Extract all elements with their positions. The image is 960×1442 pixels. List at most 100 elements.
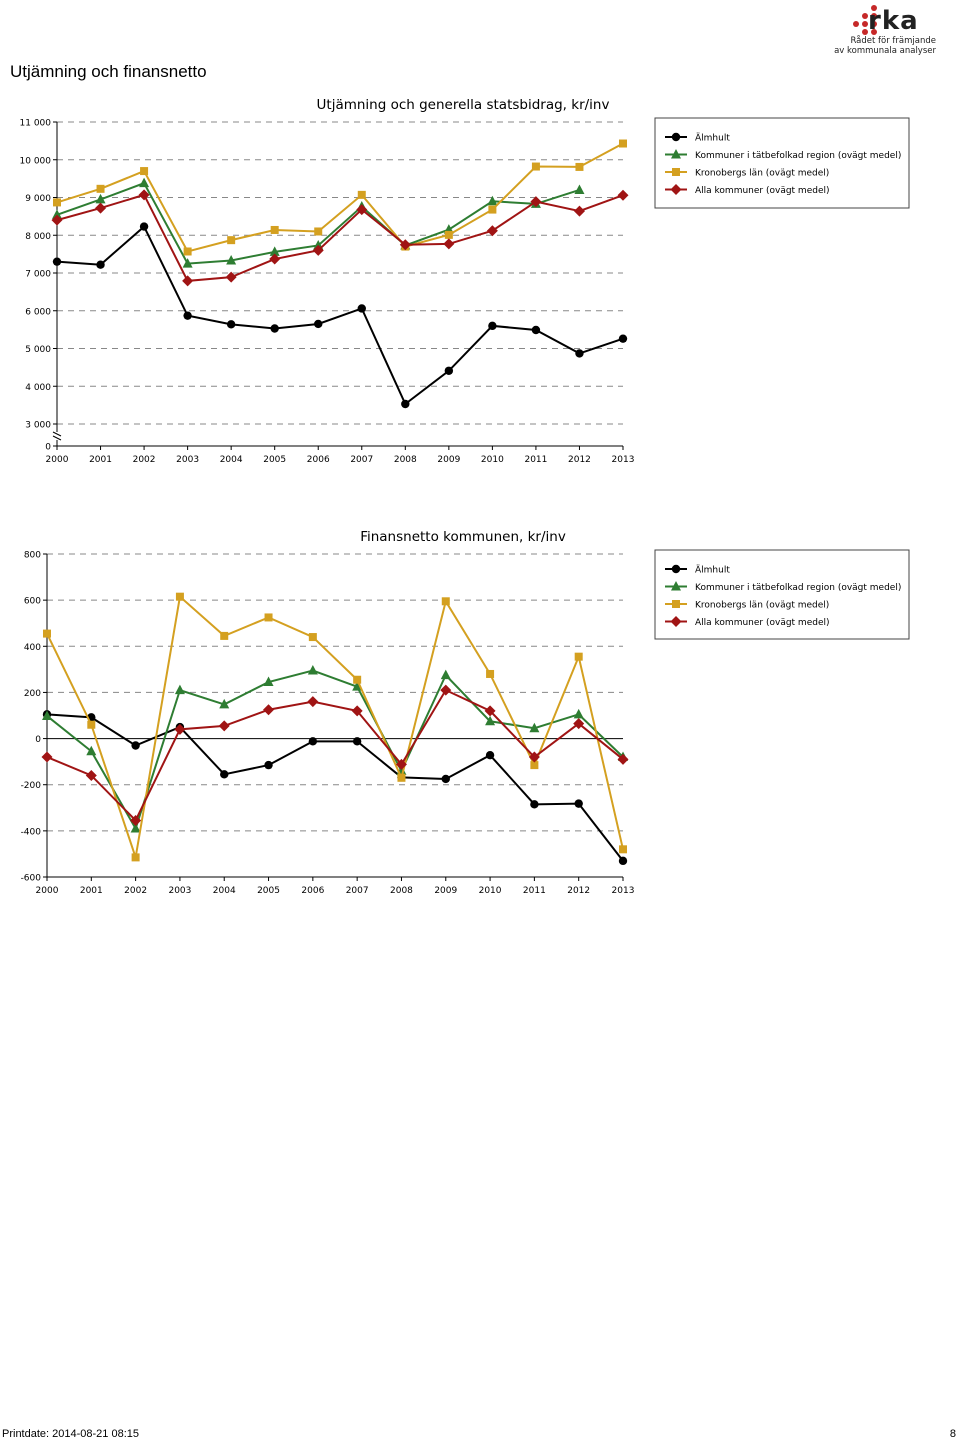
- series-line: [46, 688, 624, 823]
- series-line: [56, 142, 624, 253]
- chart-2: Finansnetto kommunen, kr/inv -600 -400 -200…: [21, 529, 910, 896]
- data-point: [130, 823, 141, 833]
- data-point: [399, 239, 411, 251]
- data-point: [307, 665, 318, 675]
- data-point: [41, 751, 53, 763]
- data-point: [95, 193, 106, 204]
- legend-marker: [672, 168, 680, 176]
- x-tick-label: 2008: [394, 455, 417, 465]
- y-tick-label: 0: [45, 443, 51, 453]
- legend-marker: [670, 616, 682, 627]
- legend-label: Kronobergs län (ovägt medel): [695, 169, 829, 179]
- series-line: [56, 193, 624, 282]
- x-tick-label: 2005: [257, 886, 280, 896]
- data-point: [352, 681, 363, 691]
- data-point: [488, 321, 497, 331]
- y-tick-label: 0: [35, 735, 41, 745]
- data-point: [395, 758, 407, 770]
- chart-1: Utjämning och generella statsbidrag, kr/…: [20, 97, 910, 465]
- data-point: [270, 324, 279, 333]
- series-alla: [41, 684, 629, 826]
- data-point: [174, 684, 185, 695]
- data-point: [531, 325, 541, 335]
- data-point: [530, 196, 542, 208]
- data-point: [444, 230, 453, 239]
- data-point: [263, 704, 275, 716]
- data-point: [263, 676, 274, 687]
- legend: Älmhult Kommuner i tätbefolkad region (ov…: [654, 549, 910, 640]
- data-point: [443, 238, 455, 250]
- data-point: [307, 696, 319, 708]
- x-tick-label: 2004: [220, 455, 243, 465]
- data-point: [308, 737, 318, 746]
- x-tick-label: 2001: [80, 886, 103, 896]
- data-point: [444, 366, 454, 375]
- y-tick-label: 400: [24, 643, 41, 653]
- legend-label: Kommuner i tätbefolkad region (ovägt med…: [695, 151, 901, 161]
- series-almhult: [52, 222, 628, 409]
- printdate: Printdate: 2014-08-21 08:15: [2, 1428, 139, 1440]
- legend: Älmhult Kommuner i tätbefolkad region (ov…: [654, 117, 910, 209]
- data-point: [617, 753, 629, 765]
- data-point: [574, 184, 585, 194]
- data-point: [573, 708, 584, 719]
- data-point: [485, 750, 495, 760]
- x-tick-label: 2010: [479, 886, 502, 896]
- data-point: [357, 190, 366, 199]
- x-tick-label: 2013: [612, 886, 635, 896]
- x-tick-label: 2001: [89, 455, 112, 465]
- data-point: [619, 139, 627, 148]
- data-point: [219, 698, 230, 709]
- data-point: [356, 204, 368, 216]
- data-point: [264, 760, 273, 770]
- x-tick-label: 2011: [523, 886, 546, 896]
- y-tick-label: 3 000: [25, 421, 51, 431]
- data-point: [531, 162, 540, 171]
- data-point: [85, 769, 97, 781]
- chart-title: Finansnetto kommunen, kr/inv: [360, 529, 566, 545]
- data-point: [529, 722, 540, 733]
- data-point: [225, 271, 237, 283]
- data-point: [486, 225, 498, 237]
- data-point: [573, 718, 585, 730]
- data-point: [352, 737, 362, 746]
- data-point: [574, 652, 583, 661]
- y-tick-label: -400: [21, 827, 42, 837]
- x-tick-label: 2000: [36, 886, 59, 896]
- x-tick-label: 2007: [346, 886, 369, 896]
- data-point: [574, 799, 583, 808]
- data-point: [312, 244, 324, 256]
- x-tick-label: 2011: [524, 455, 547, 465]
- legend-marker: [671, 564, 681, 574]
- data-point: [131, 741, 140, 750]
- data-point: [353, 675, 362, 684]
- data-point: [488, 205, 497, 214]
- x-tick-label: 2004: [213, 886, 236, 896]
- data-point: [220, 770, 229, 779]
- x-tick-label: 2000: [46, 455, 69, 465]
- data-point: [86, 745, 97, 756]
- data-point: [87, 720, 96, 729]
- data-point: [530, 800, 539, 809]
- data-point: [308, 633, 317, 642]
- data-point: [183, 311, 192, 320]
- series-alla: [51, 189, 629, 287]
- data-point: [42, 710, 52, 720]
- series-kronoberg: [53, 139, 627, 256]
- data-point: [139, 222, 149, 231]
- x-tick-label: 2002: [124, 886, 147, 896]
- data-point: [575, 349, 584, 358]
- legend-box: [654, 117, 910, 209]
- logo-subtitle: Rådet för främjande av kommunala analyse…: [812, 36, 936, 56]
- data-point: [441, 774, 450, 784]
- y-tick-label: 9 000: [25, 194, 51, 204]
- y-tick-label: 6 000: [25, 307, 51, 317]
- legend-marker: [671, 132, 681, 142]
- x-tick-label: 2013: [612, 455, 635, 465]
- data-point: [220, 631, 229, 640]
- legend-label: Älmhult: [695, 565, 730, 576]
- legend-marker: [670, 184, 682, 195]
- data-point: [52, 257, 62, 266]
- logo-subtitle-line2: av kommunala analyser: [834, 46, 936, 56]
